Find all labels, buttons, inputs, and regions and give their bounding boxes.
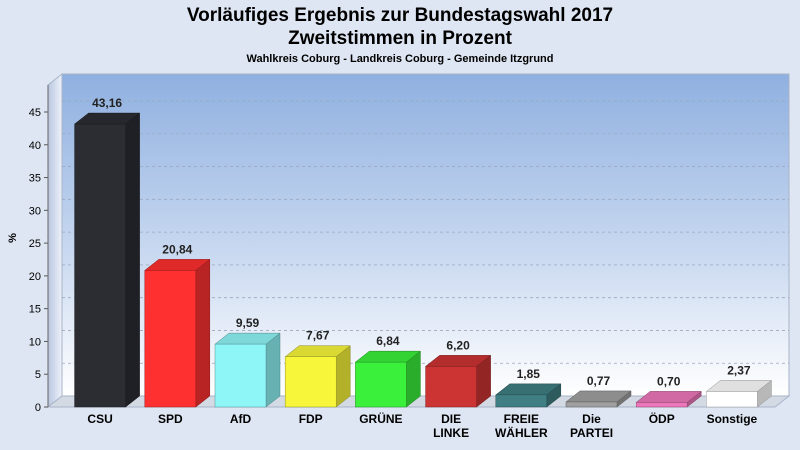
x-tick-label: SPD — [158, 412, 183, 426]
bar-front — [355, 361, 407, 408]
bar-afd — [214, 332, 281, 408]
bar-fdp — [284, 345, 351, 408]
bar-value-label: 6,84 — [376, 334, 400, 348]
y-tick-label: 25 — [29, 238, 41, 250]
x-tick-label: DIE LINKE — [433, 412, 469, 440]
x-tick-label: ÖDP — [649, 411, 675, 426]
bar-front — [706, 391, 758, 408]
bar-front — [425, 366, 477, 408]
x-tick-label: CSU — [87, 412, 112, 426]
bar-front — [495, 394, 548, 408]
bar-front — [74, 123, 126, 408]
bar-value-label: 9,59 — [236, 316, 260, 330]
bar-sonstige — [705, 379, 773, 408]
bar-spd — [144, 258, 211, 408]
bar-value-label: 2,37 — [727, 363, 751, 377]
chart-caption: Wahlkreis Coburg - Landkreis Coburg - Ge… — [246, 53, 554, 65]
x-tick-label: Sonstige — [707, 412, 758, 426]
y-tick-label: 30 — [29, 205, 41, 217]
chart-subtitle: Zweitstimmen in Prozent — [288, 28, 512, 49]
y-tick-label: 40 — [29, 140, 41, 152]
bar-value-label: 0,70 — [657, 374, 681, 388]
bar-value-label: 6,20 — [446, 338, 470, 352]
y-tick-label: 35 — [29, 173, 41, 185]
bar-front — [284, 356, 337, 408]
y-tick-label: 20 — [29, 271, 41, 283]
x-tick-label: GRÜNE — [359, 411, 402, 426]
bar-freie-wähler — [495, 383, 562, 408]
bar-ödp — [635, 390, 702, 408]
y-tick-label: 45 — [29, 107, 41, 119]
bar-front — [565, 401, 618, 408]
bar-side — [265, 332, 281, 408]
y-tick-label: 5 — [35, 369, 41, 381]
x-tick-label: AfD — [230, 412, 252, 426]
bar-side — [195, 258, 211, 408]
bar-value-label: 0,77 — [587, 374, 611, 388]
x-tick-label: Die PARTEI — [570, 412, 613, 440]
bar-value-label: 1,85 — [517, 367, 541, 381]
plot-left-wall — [47, 72, 63, 409]
bar-front — [635, 402, 688, 408]
bar-value-label: 7,67 — [306, 329, 330, 343]
chart-titles: Vorläufiges Ergebnis zur Bundestagswahl … — [0, 0, 800, 66]
x-tick-label: FDP — [299, 412, 323, 426]
bar-side — [125, 112, 140, 408]
y-tick-label: 0 — [35, 402, 41, 414]
bar-die-linke — [424, 354, 492, 408]
bar-front — [214, 343, 267, 408]
chart-title: Vorläufiges Ergebnis zur Bundestagswahl … — [186, 5, 614, 26]
bar-csu — [73, 112, 141, 408]
bar-die-partei — [565, 390, 632, 408]
y-tick-label: 15 — [29, 304, 41, 316]
bar-front — [144, 270, 197, 408]
x-tick-label: FREIE WÄHLER — [495, 412, 548, 440]
bar-value-label: 20,84 — [162, 242, 192, 256]
y-tick-label: 10 — [29, 336, 41, 348]
bar-grüne — [354, 350, 422, 408]
bar-value-label: 43,16 — [92, 96, 122, 110]
